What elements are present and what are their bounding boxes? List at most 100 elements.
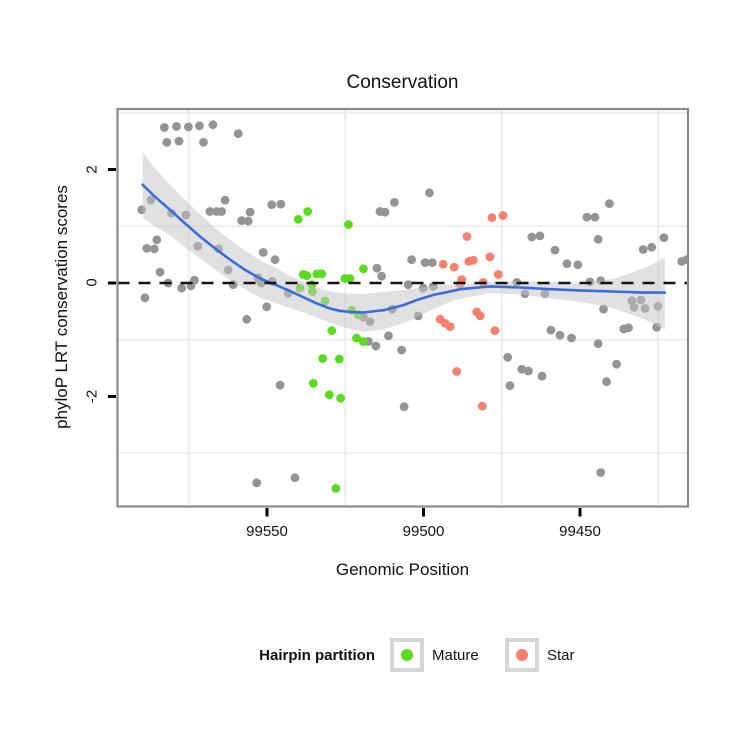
data-point-unpartitioned [195,121,204,131]
data-point-star [445,322,455,332]
data-point-unpartitioned [535,231,545,241]
data-point-unpartitioned [155,267,165,277]
data-point-unpartitioned [242,314,252,324]
data-point-unpartitioned [205,207,215,216]
data-point-unpartitioned [590,212,600,222]
x-axis-title: Genomic Position [335,560,470,579]
data-point-star [452,367,462,376]
data-point-unpartitioned [258,248,268,257]
data-point-unpartitioned [562,259,572,269]
data-point-mature [359,337,368,346]
data-point-mature [317,269,327,279]
data-point-unpartitioned [638,245,648,254]
data-point-mature [344,220,353,229]
data-point-mature [345,274,355,283]
data-point-unpartitioned [602,377,611,387]
data-point-unpartitioned [290,473,300,483]
data-point-unpartitioned [427,258,437,267]
data-point-unpartitioned [517,364,527,374]
data-point-unpartitioned [527,232,537,242]
data-point-star [462,232,472,241]
data-point-unpartitioned [425,188,434,198]
data-point-mature [302,271,312,280]
data-point-unpartitioned [582,212,592,222]
y-tick-label: -2 [83,389,101,403]
data-point-unpartitioned [647,242,657,252]
data-point-star [493,270,503,279]
data-point-unpartitioned [245,207,255,217]
data-point-star [438,259,448,269]
data-point-unpartitioned [550,245,560,255]
legend-key-mature [390,638,424,672]
legend-label-mature: Mature [432,647,479,664]
y-tick-label: 2 [83,164,101,174]
data-point-unpartitioned [397,345,406,355]
data-point-mature [331,484,341,493]
data-point-mature [359,264,368,274]
data-point-unpartitioned [199,137,208,147]
data-point-unpartitioned [503,352,513,362]
data-point-unpartitioned [152,235,162,245]
data-point-unpartitioned [593,339,603,349]
data-point-unpartitioned [142,244,152,253]
legend-title: Hairpin partition [259,647,375,664]
data-point-mature [352,333,361,343]
data-point-unpartitioned [384,331,393,341]
data-point-unpartitioned [377,271,386,281]
data-point-unpartitioned [233,129,243,139]
data-point-star [490,326,500,336]
data-point-star [475,311,485,321]
data-point-unpartitioned [243,216,253,226]
x-tick-label: 99500 [402,523,445,540]
data-point-star [487,213,497,223]
data-point-star [468,255,478,265]
data-point-unpartitioned [593,234,603,244]
plot-data-layer [118,120,687,493]
data-point-unpartitioned [371,341,381,351]
data-point-unpartitioned [624,323,633,333]
data-point-unpartitioned [184,122,193,132]
data-point-mature [334,354,344,364]
data-point-unpartitioned [162,137,172,147]
data-point-unpartitioned [140,293,150,303]
data-point-unpartitioned [252,478,262,488]
data-point-unpartitioned [380,207,390,217]
data-point-unpartitioned [159,123,169,132]
data-point-unpartitioned [149,244,159,254]
data-point-mature [324,390,334,400]
data-point-unpartitioned [505,381,515,391]
data-point-unpartitioned [262,302,272,312]
mature-point-icon [401,649,413,661]
data-point-mature [293,215,303,224]
data-point-unpartitioned [237,216,247,226]
x-tick-label: 99550 [246,523,288,540]
data-point-unpartitioned [220,195,230,205]
data-point-star [477,401,487,411]
data-point-unpartitioned [546,325,556,335]
data-point-unpartitioned [682,255,687,265]
data-point-unpartitioned [174,136,184,146]
data-point-mature [318,354,328,363]
data-point-unpartitioned [270,255,280,265]
data-point-unpartitioned [276,199,286,209]
data-point-unpartitioned [524,366,533,376]
data-point-unpartitioned [612,359,621,369]
legend-key-star [505,638,539,672]
y-tick-label: 0 [83,278,101,287]
data-point-unpartitioned [172,122,181,131]
data-point-mature [303,207,313,216]
data-point-unpartitioned [573,260,583,270]
data-point-unpartitioned [267,200,277,210]
smooth-line [141,183,667,314]
data-point-star [449,262,459,272]
data-point-star [498,211,508,220]
data-point-unpartitioned [217,207,227,216]
data-point-mature [327,326,337,336]
data-point-unpartitioned [399,402,409,412]
data-point-unpartitioned [605,199,614,209]
data-point-mature [336,393,345,403]
data-point-unpartitioned [177,283,187,293]
data-point-unpartitioned [659,233,669,243]
data-point-unpartitioned [403,280,413,290]
